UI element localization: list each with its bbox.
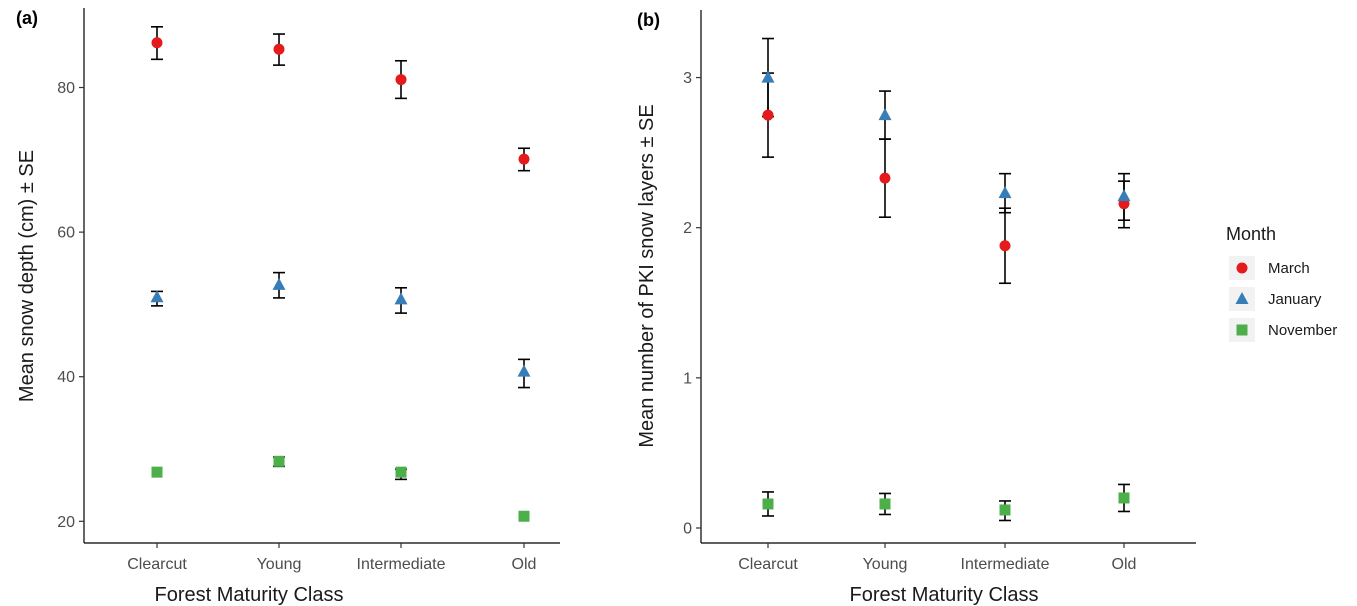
- legend: Month March January November: [1226, 224, 1337, 342]
- panel-b-x-tick-label: Old: [1112, 556, 1137, 573]
- panel-a-november-point: [395, 466, 407, 478]
- panel-a-y-tick-label: 20: [57, 514, 75, 531]
- panel-b-y-tick-label: 0: [683, 520, 692, 537]
- panel-b-y-tick-label: 3: [683, 70, 692, 87]
- panel-a-january-point: [517, 364, 531, 377]
- panel-a-november-point: [518, 510, 530, 522]
- panel-b-x-tick-label: Clearcut: [738, 556, 798, 573]
- panel-b-january-point: [761, 70, 775, 83]
- panel-b-january-point: [1117, 189, 1131, 202]
- panel-a-y-axis-title: Mean snow depth (cm) ± SE: [16, 150, 38, 402]
- panel-b-march-point: [999, 240, 1011, 252]
- panel-b-x-axis-title: Forest Maturity Class: [850, 584, 1039, 606]
- panel-a-tag: (a): [16, 8, 38, 28]
- panel-b-y-axis-title: Mean number of PKI snow layers ± SE: [636, 104, 658, 447]
- legend-november-marker: [1236, 324, 1248, 336]
- panel-a-january-point: [272, 277, 286, 290]
- panel-a-march-point: [273, 43, 285, 55]
- panel-b-november-point: [1118, 492, 1130, 504]
- panel-a: 20 40 60 80 Clearcut Young Intermediate Old Fo…: [16, 8, 560, 606]
- panel-a-x-tick-label: Intermediate: [357, 556, 446, 573]
- panel-a-march-point: [518, 153, 530, 165]
- panel-b-x-tick-label: Intermediate: [961, 556, 1050, 573]
- panel-a-y-tick-label: 80: [57, 80, 75, 97]
- panel-b-november-point: [879, 498, 891, 510]
- panel-a-january-point: [150, 290, 164, 303]
- panel-b-january-point: [878, 108, 892, 121]
- panel-b-january-point: [998, 186, 1012, 199]
- panel-a-x-tick-label: Old: [512, 556, 537, 573]
- panel-b-y-tick-label: 2: [683, 220, 692, 237]
- panel-a-y-tick-label: 40: [57, 369, 75, 386]
- panel-a-january-point: [394, 292, 408, 305]
- panel-b-march-point: [762, 109, 774, 121]
- legend-march-label: March: [1268, 260, 1310, 277]
- panel-b-tag: (b): [637, 10, 660, 30]
- panel-a-november-point: [273, 455, 285, 467]
- legend-january-marker: [1235, 292, 1249, 304]
- panel-b: 0 1 2 3 Clearcut Young Intermediate Old Forest…: [636, 10, 1196, 606]
- panel-a-march-point: [395, 74, 407, 86]
- panel-b-y-tick-label: 1: [683, 370, 692, 387]
- legend-title: Month: [1226, 224, 1276, 244]
- panel-b-november-point: [999, 504, 1011, 516]
- panel-a-x-tick-label: Young: [257, 556, 302, 573]
- panel-a-y-tick-label: 60: [57, 225, 75, 242]
- panel-b-november-point: [762, 498, 774, 510]
- legend-january-label: January: [1268, 291, 1322, 308]
- panel-a-x-tick-label: Clearcut: [127, 556, 187, 573]
- panel-b-x-tick-label: Young: [863, 556, 908, 573]
- panel-a-november-point: [151, 466, 163, 478]
- panel-a-x-axis-title: Forest Maturity Class: [155, 584, 344, 606]
- panel-a-march-point: [151, 37, 163, 49]
- legend-november-label: November: [1268, 322, 1337, 339]
- panel-b-march-point: [879, 172, 891, 184]
- legend-march-marker: [1236, 262, 1248, 274]
